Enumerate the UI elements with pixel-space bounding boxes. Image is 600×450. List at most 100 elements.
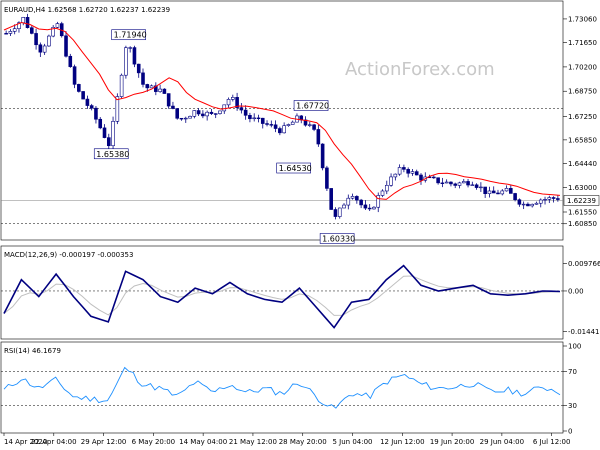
candle-body xyxy=(350,196,355,199)
candle-body xyxy=(248,115,252,120)
candle-body xyxy=(269,124,274,126)
candle-body xyxy=(89,105,94,109)
candle-body xyxy=(367,207,372,210)
candle-body xyxy=(132,47,137,65)
x-tick-label: 22 Apr 04:00 xyxy=(31,438,77,446)
y-tick-label: 100 xyxy=(568,343,581,351)
macd-signal-line xyxy=(3,275,561,316)
candle-body xyxy=(179,117,184,120)
candle-body xyxy=(222,104,227,112)
candle-body xyxy=(77,84,81,92)
y-tick-label: 1.64440 xyxy=(568,160,597,168)
y-tick-label: 1.70200 xyxy=(568,63,597,71)
x-tick-label: 6 May 20:00 xyxy=(132,438,176,446)
candle-body xyxy=(308,124,312,126)
x-tick-label: 6 Jul 12:00 xyxy=(533,438,571,446)
candle-body xyxy=(436,177,440,184)
x-tick-label: 28 May 20:00 xyxy=(279,438,327,446)
x-tick-label: 29 Apr 12:00 xyxy=(81,438,127,446)
candle-body xyxy=(42,45,47,53)
candle-body xyxy=(8,31,13,34)
y-tick-label: 1.71650 xyxy=(568,39,597,47)
y-tick-label: 1.63000 xyxy=(568,184,597,192)
annotation-box xyxy=(319,233,355,244)
candle-body xyxy=(17,22,21,29)
candle-body xyxy=(380,190,385,196)
y-tick-label: 1.61550 xyxy=(568,209,597,217)
y-tick-label: 70 xyxy=(568,368,577,376)
candle-body xyxy=(342,204,346,209)
candle-body xyxy=(419,174,423,181)
candle-body xyxy=(521,203,526,206)
annotation-label: 1.60330 xyxy=(322,234,355,243)
candle-body xyxy=(231,97,235,100)
candle-body xyxy=(517,199,522,205)
candle-body xyxy=(333,209,338,217)
candle-body xyxy=(278,128,282,134)
candle-body xyxy=(64,35,68,57)
candle-body xyxy=(252,117,256,120)
annotation-box xyxy=(93,148,129,160)
candle-body xyxy=(500,190,505,195)
y-tick-label: 1.73060 xyxy=(568,15,597,23)
candle-body xyxy=(414,171,419,176)
candle-body xyxy=(359,199,363,206)
candle-body xyxy=(389,176,393,186)
candle-body xyxy=(201,113,205,117)
candle-body xyxy=(149,85,154,89)
candle-body xyxy=(325,167,329,189)
rsi-line xyxy=(3,366,561,409)
candle-body xyxy=(196,110,201,115)
y-tick-label: 1.68750 xyxy=(568,88,597,96)
candle-body xyxy=(286,124,291,126)
macd-plot: 0.009766 0.00 -0.014417 xyxy=(1,260,600,336)
x-tick-label: 12 Jun 12:00 xyxy=(380,438,424,446)
candle-body xyxy=(397,167,402,175)
candle-body xyxy=(25,17,30,28)
candle-body xyxy=(457,182,462,186)
macd-header: MACD(12,26,9) -0.000197 -0.000353 xyxy=(4,251,133,259)
x-tick-label: 21 May 12:00 xyxy=(229,438,277,446)
annotation-label: 1.65380 xyxy=(96,150,129,159)
candle-body xyxy=(393,173,398,178)
candle-body xyxy=(355,196,359,201)
candle-body xyxy=(483,186,487,195)
candle-body xyxy=(209,111,214,114)
candle-body xyxy=(303,119,308,126)
y-tick-label: -0.014417 xyxy=(568,328,600,336)
candle-body xyxy=(55,23,60,28)
candle-body xyxy=(154,85,158,92)
candle-body xyxy=(4,33,8,35)
candle-body xyxy=(72,66,77,85)
annotation-label: 1.64530 xyxy=(279,164,312,173)
candle-body xyxy=(239,107,244,111)
candle-body xyxy=(487,190,492,195)
candle-body xyxy=(504,188,509,192)
candle-body xyxy=(534,202,539,205)
y-tick-label: 0 xyxy=(568,428,572,436)
candle-body xyxy=(119,74,124,97)
candle-body xyxy=(12,28,17,32)
candle-body xyxy=(102,127,107,138)
annotation-box xyxy=(293,100,329,111)
candle-body xyxy=(491,190,496,194)
candle-body xyxy=(444,181,449,184)
candle-body xyxy=(68,55,73,67)
candle-body xyxy=(192,110,197,117)
candle-body xyxy=(256,117,261,119)
candle-body xyxy=(47,35,51,47)
candle-body xyxy=(470,184,475,186)
candle-body xyxy=(205,111,209,117)
candle-body xyxy=(218,110,222,114)
candle-body xyxy=(453,183,458,186)
candle-body xyxy=(526,203,530,207)
y-tick-label: 0.00 xyxy=(568,287,584,295)
candle-body xyxy=(30,27,34,34)
annotation-label: 1.67720 xyxy=(296,102,329,111)
y-tick-label: 0.009766 xyxy=(568,260,600,268)
candle-body xyxy=(260,117,265,124)
candle-body xyxy=(111,121,115,147)
candle-body xyxy=(81,91,85,100)
candle-body xyxy=(363,204,368,209)
